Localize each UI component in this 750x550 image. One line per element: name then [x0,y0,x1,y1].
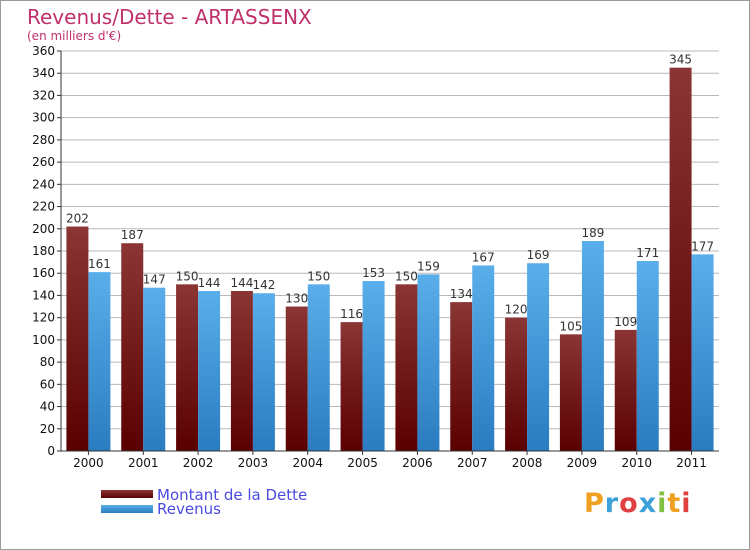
y-tick-label: 40 [40,400,55,414]
value-label: 187 [121,228,144,242]
x-tick-label: 2003 [238,456,269,470]
value-label: 109 [614,315,637,329]
logo-letter: o [619,488,639,519]
legend-label-debt: Montant de la Dette [157,486,308,504]
bar-debt [450,302,473,451]
y-tick-label: 360 [32,44,55,58]
logo-letter: i [681,488,692,519]
value-label: 159 [417,259,440,273]
x-tick-label: 2011 [676,456,707,470]
y-tick-label: 120 [32,311,55,325]
bar-revenue [691,254,714,451]
legend-swatch-debt [101,490,153,498]
bar-debt [121,243,144,451]
value-label: 120 [505,303,528,317]
y-tick-label: 60 [40,377,55,391]
bar-revenue [527,263,550,451]
y-tick-label: 140 [32,288,55,302]
bar-revenue [307,284,330,451]
x-tick-label: 2008 [512,456,543,470]
y-tick-label: 280 [32,133,55,147]
value-label: 345 [669,53,692,67]
value-label: 142 [252,278,275,292]
x-tick-label: 2004 [292,456,323,470]
value-label: 130 [285,292,308,306]
bar-revenue [636,261,659,451]
chart-subtitle: (en milliers d'€) [27,29,122,43]
y-tick-label: 300 [32,111,55,125]
chart-title: Revenus/Dette - ARTASSENX [27,5,312,29]
bar-debt [505,317,528,451]
y-tick-label: 20 [40,422,55,436]
value-label: 116 [340,307,363,321]
proxiti-logo: Proxiti [584,488,692,519]
y-tick-label: 0 [47,444,55,458]
y-tick-label: 220 [32,200,55,214]
y-tick-label: 80 [40,355,55,369]
x-tick-label: 2000 [73,456,104,470]
y-tick-label: 340 [32,66,55,80]
logo-letter: i [657,488,668,519]
y-tick-label: 160 [32,266,55,280]
logo-letter: P [584,488,605,519]
value-label: 150 [395,269,418,283]
bars [66,67,714,452]
value-label: 150 [176,269,199,283]
bar-debt [230,291,253,451]
bar-revenue [143,287,166,451]
bar-debt [395,284,418,451]
logo-letter: t [667,488,682,519]
value-label: 150 [307,269,330,283]
bar-revenue [88,272,111,451]
x-tick-label: 2005 [347,456,378,470]
x-tick-label: 2009 [567,456,598,470]
bar-debt [176,284,199,451]
y-tick-label: 260 [32,155,55,169]
bar-revenue [362,281,385,451]
bar-debt [66,226,89,451]
value-label: 153 [362,266,385,280]
logo-letter: r [604,488,620,519]
bar-debt [559,334,582,451]
value-label: 171 [636,246,659,260]
value-label: 189 [581,226,604,240]
bar-debt [614,329,637,451]
bar-revenue [417,274,440,451]
value-label: 134 [450,287,473,301]
bar-debt [669,67,692,452]
labels: 0 20 40 60 80 100 120 140 160 180 200 220 240 260 280 3… [32,44,714,470]
bar-revenue [581,241,604,451]
y-tick-label: 240 [32,177,55,191]
bar-debt [340,322,363,451]
y-tick-label: 180 [32,244,55,258]
logo-letter: x [638,488,658,519]
y-tick-label: 200 [32,222,55,236]
value-label: 144 [198,276,221,290]
value-label: 105 [559,319,582,333]
value-label: 202 [66,212,89,226]
legend-label-revenue: Revenus [157,500,221,518]
bar-debt [285,306,308,451]
bar-revenue [252,293,275,451]
value-label: 169 [527,248,550,262]
x-tick-label: 2002 [183,456,214,470]
y-tick-label: 100 [32,333,55,347]
x-tick-label: 2001 [128,456,159,470]
x-tick-label: 2010 [621,456,652,470]
axes [57,50,719,455]
value-label: 177 [691,239,714,253]
legend-swatch-revenue [101,505,153,513]
value-label: 167 [472,250,495,264]
value-label: 144 [230,276,253,290]
value-label: 147 [143,273,166,287]
x-tick-label: 2006 [402,456,433,470]
y-tick-label: 320 [32,88,55,102]
bar-revenue [472,265,495,451]
value-label: 161 [88,257,111,271]
bar-revenue [198,291,221,451]
x-tick-label: 2007 [457,456,488,470]
